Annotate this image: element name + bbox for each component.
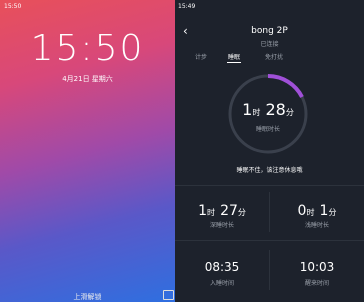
- time-label: 入睡时间: [175, 278, 269, 287]
- unit: 分: [238, 208, 246, 217]
- ring-progress: [268, 76, 302, 97]
- app-screen: 15:49 ‹ bong 2P 已连接 计步 睡眠 免打扰 1时 28分 睡眠时…: [175, 0, 364, 302]
- status-time: 15:50: [4, 3, 21, 10]
- stat-value: 1时 27分: [175, 200, 269, 219]
- unit: 时: [252, 108, 260, 117]
- ring-label: 睡眠时长: [226, 124, 310, 133]
- tab[interactable]: 计步: [195, 52, 207, 61]
- divider: [175, 185, 364, 186]
- time-label: 醒来时间: [270, 278, 364, 287]
- time-value: 08:35: [175, 260, 269, 274]
- unit: 时: [207, 208, 215, 217]
- screenshot: 15:50 15:50 4月21日 星期六 上滑解锁 15:49 ‹ bong …: [0, 0, 364, 302]
- hours: 1: [198, 203, 207, 219]
- hours: 1: [242, 100, 252, 119]
- unit: 分: [328, 208, 336, 217]
- device-title[interactable]: bong 2P: [175, 26, 364, 36]
- status-time: 15:49: [178, 3, 195, 10]
- stat-label: 深睡时长: [175, 220, 269, 229]
- device-status: 已连接: [175, 39, 364, 48]
- date: 4月21日 星期六: [0, 74, 175, 84]
- unit: 分: [286, 108, 294, 117]
- minutes: 27: [220, 203, 238, 219]
- unlock-hint[interactable]: 上滑解锁: [0, 292, 175, 302]
- clock: 15:50: [0, 28, 175, 69]
- unit: 时: [306, 208, 314, 217]
- message: 睡眠不佳，该注意休息哦: [175, 165, 364, 174]
- time-value: 10:03: [270, 260, 364, 274]
- tab[interactable]: 免打扰: [265, 52, 283, 61]
- divider: [175, 240, 364, 241]
- minutes: 28: [265, 100, 285, 119]
- ring-value: 1时 28分: [226, 100, 310, 119]
- tab-active[interactable]: 睡眠: [228, 52, 240, 61]
- camera-icon[interactable]: [163, 290, 174, 300]
- stat-label: 浅睡时长: [270, 220, 364, 229]
- lock-screen: 15:50 15:50 4月21日 星期六 上滑解锁: [0, 0, 175, 302]
- stat-value: 0时 1分: [270, 200, 364, 219]
- tab-underline: [227, 62, 241, 63]
